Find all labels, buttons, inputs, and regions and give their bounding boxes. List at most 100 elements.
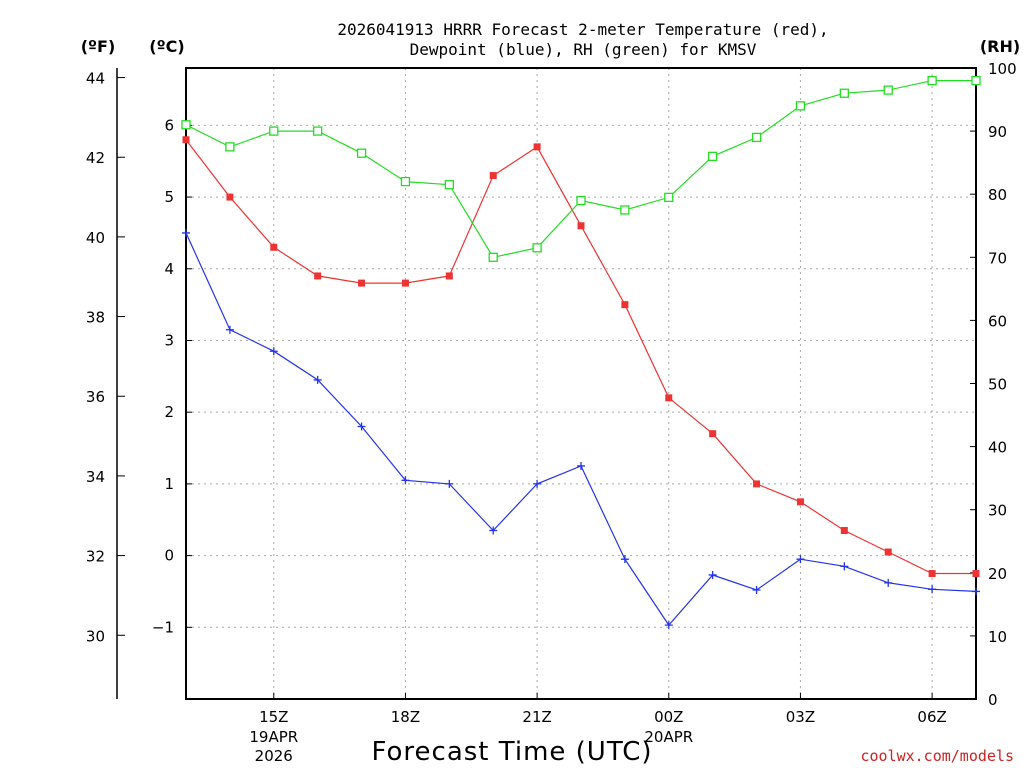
series-open-square xyxy=(181,75,981,262)
fahrenheit-tick-label: 30 xyxy=(86,627,105,645)
celsius-tick-label: 2 xyxy=(164,403,174,421)
rh-tick-label: 70 xyxy=(988,249,1007,267)
temperature-point xyxy=(270,243,278,251)
rh-point xyxy=(225,142,235,152)
series-filled-square xyxy=(182,136,980,578)
axes xyxy=(116,67,977,700)
rh-point xyxy=(313,126,323,136)
rh-point xyxy=(444,180,454,190)
dewpoint-point xyxy=(182,228,190,237)
rh-point xyxy=(400,176,411,187)
temperature-point xyxy=(577,222,585,230)
dewpoint-point xyxy=(752,586,761,595)
x-tick-year-label: 2026 xyxy=(255,747,293,765)
rh-axis-unit: (RH) xyxy=(980,37,1020,56)
credit-text: coolwx.com/models xyxy=(860,747,1014,765)
dewpoint-point xyxy=(489,526,498,535)
rh-point xyxy=(971,75,981,86)
rh-tick-label: 40 xyxy=(988,439,1007,457)
dewpoint-point xyxy=(533,479,542,488)
rh-point xyxy=(839,88,849,98)
x-tick-date-label: 20APR xyxy=(644,728,693,746)
x-tick-label: 15Z xyxy=(259,708,288,726)
rh-tick-label: 30 xyxy=(988,502,1007,520)
rh-point xyxy=(269,126,279,136)
celsius-tick-label: 4 xyxy=(164,260,174,278)
temperature-point xyxy=(753,480,761,488)
fahrenheit-tick-label: 32 xyxy=(86,548,105,566)
grid-lines xyxy=(186,68,976,699)
fahrenheit-tick-label: 34 xyxy=(86,468,105,486)
rh-point xyxy=(927,75,937,86)
dewpoint-point xyxy=(796,555,805,564)
dewpoint-point xyxy=(401,476,410,485)
temperature-point xyxy=(665,394,673,402)
celsius-tick-label: 0 xyxy=(164,547,174,565)
plot-frame xyxy=(185,67,977,700)
series-line xyxy=(185,232,977,627)
fahrenheit-tick-label: 38 xyxy=(86,309,105,327)
fahrenheit-tick-label: 36 xyxy=(86,388,105,406)
rh-point xyxy=(356,148,367,158)
temperature-point xyxy=(972,570,980,578)
dewpoint-point xyxy=(664,621,673,630)
dewpoint-point xyxy=(708,570,717,579)
temperature-point xyxy=(709,430,717,438)
rh-tick-label: 10 xyxy=(988,628,1007,646)
temperature-point xyxy=(314,272,322,280)
celsius-tick-label: 3 xyxy=(164,331,174,349)
celsius-axis-unit: (ºC) xyxy=(149,37,184,56)
x-axis-label: Forecast Time (UTC) xyxy=(371,737,652,767)
rh-point xyxy=(620,205,630,215)
rh-point xyxy=(751,132,762,143)
celsius-tick-label: 1 xyxy=(164,475,174,493)
temperature-point xyxy=(840,526,848,534)
fahrenheit-tick-label: 42 xyxy=(86,149,105,167)
rh-tick-label: 20 xyxy=(988,565,1007,583)
rh-point xyxy=(576,195,586,206)
fahrenheit-axis-unit: (ºF) xyxy=(81,37,116,56)
rh-tick-label: 0 xyxy=(988,691,998,709)
temperature-point xyxy=(445,272,453,280)
dewpoint-point xyxy=(269,347,278,356)
dewpoint-point xyxy=(577,461,585,470)
dewpoint-point xyxy=(972,587,980,596)
chart-title-line-1: 2026041913 HRRR Forecast 2-meter Tempera… xyxy=(337,20,828,39)
dewpoint-point xyxy=(620,555,629,564)
dewpoint-point xyxy=(225,325,234,334)
temperature-point xyxy=(796,498,804,506)
dewpoint-point xyxy=(884,578,893,587)
dewpoint-point xyxy=(928,585,937,594)
fahrenheit-tick-label: 44 xyxy=(86,70,105,88)
chart-text: 2026041913 HRRR Forecast 2-meter Tempera… xyxy=(81,20,1020,767)
rh-tick-label: 80 xyxy=(988,186,1007,204)
temperature-point xyxy=(621,301,629,309)
x-tick-label: 06Z xyxy=(917,708,946,726)
temperature-point xyxy=(884,548,892,556)
temperature-point xyxy=(533,143,541,151)
rh-point xyxy=(883,85,893,95)
rh-point xyxy=(181,120,191,130)
celsius-tick-label: 6 xyxy=(164,116,174,134)
dewpoint-point xyxy=(445,479,454,488)
rh-tick-label: 60 xyxy=(988,312,1007,330)
temperature-point xyxy=(182,136,190,144)
celsius-tick-label: 5 xyxy=(164,188,174,206)
x-tick-label: 03Z xyxy=(786,708,815,726)
series-plus xyxy=(182,228,980,630)
rh-point xyxy=(532,243,542,253)
x-tick-label: 21Z xyxy=(522,708,551,726)
rh-tick-label: 90 xyxy=(988,123,1007,141)
temperature-point xyxy=(928,570,936,578)
rh-tick-label: 100 xyxy=(988,60,1017,78)
x-tick-date-label: 19APR xyxy=(249,728,298,746)
temperature-point xyxy=(489,172,497,180)
rh-tick-label: 50 xyxy=(988,376,1007,394)
rh-point xyxy=(795,101,806,111)
chart-title-line-2: Dewpoint (blue), RH (green) for KMSV xyxy=(410,40,757,59)
data-series xyxy=(181,75,981,630)
dewpoint-point xyxy=(357,422,366,431)
series-line xyxy=(185,79,976,258)
temperature-point xyxy=(226,193,234,201)
